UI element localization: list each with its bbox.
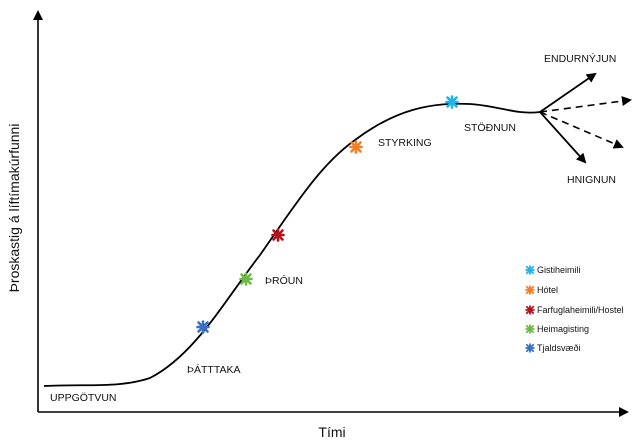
stage-label-throun: ÞRÓUN — [265, 274, 303, 287]
stage-label-styrking: STYRKING — [378, 137, 432, 149]
y-axis-label: Þroskastig á líftímakúrfunni — [6, 124, 22, 293]
asterisk-marker-icon — [525, 285, 535, 295]
lower-dashed-arrow — [539, 111, 624, 149]
legend-item-tjaldsvaedi: Tjaldsvæði — [525, 343, 581, 353]
legend-label: Farfuglaheimili/Hostel — [537, 305, 624, 315]
heimagisting-marker — [239, 272, 253, 286]
farfuglaheimili-marker — [271, 228, 285, 242]
endurnyjun-arrow — [539, 72, 597, 113]
legend-item-farfuglaheimili: Farfuglaheimili/Hostel — [525, 305, 624, 315]
stage-label-uppgotvun: UPPGÖTVUN — [50, 392, 117, 404]
x-axis-label: Tími — [318, 424, 345, 440]
tjaldsvaedi-marker — [196, 320, 210, 334]
legend-item-hotel: Hótel — [525, 285, 558, 295]
hnignun-arrow — [539, 111, 587, 164]
legend-label: Tjaldsvæði — [537, 343, 581, 353]
legend: Gistiheimili Hótel Farfuglaheimili/Hoste… — [525, 265, 624, 353]
stage-label-endurnyjun: ENDURNÝJUN — [544, 52, 616, 65]
hotel-marker — [349, 140, 363, 154]
lifecycle-curve — [43, 102, 541, 387]
upper-dashed-arrow — [539, 96, 632, 113]
stage-label-stodnun: STÖÐNUN — [464, 122, 516, 134]
asterisk-marker-icon — [525, 343, 535, 353]
legend-label: Heimagisting — [537, 324, 589, 334]
legend-label: Hótel — [537, 285, 558, 295]
legend-item-heimagisting: Heimagisting — [525, 324, 589, 334]
asterisk-marker-icon — [525, 265, 535, 275]
gistiheimili-marker — [445, 95, 459, 109]
legend-label: Gistiheimili — [537, 265, 581, 275]
legend-item-gistiheimili: Gistiheimili — [525, 265, 581, 275]
asterisk-marker-icon — [525, 305, 535, 315]
stage-label-thatttaka: ÞÁTTTAKA — [187, 363, 240, 376]
stage-label-hnignun: HNIGNUN — [567, 174, 616, 186]
asterisk-marker-icon — [525, 324, 535, 334]
